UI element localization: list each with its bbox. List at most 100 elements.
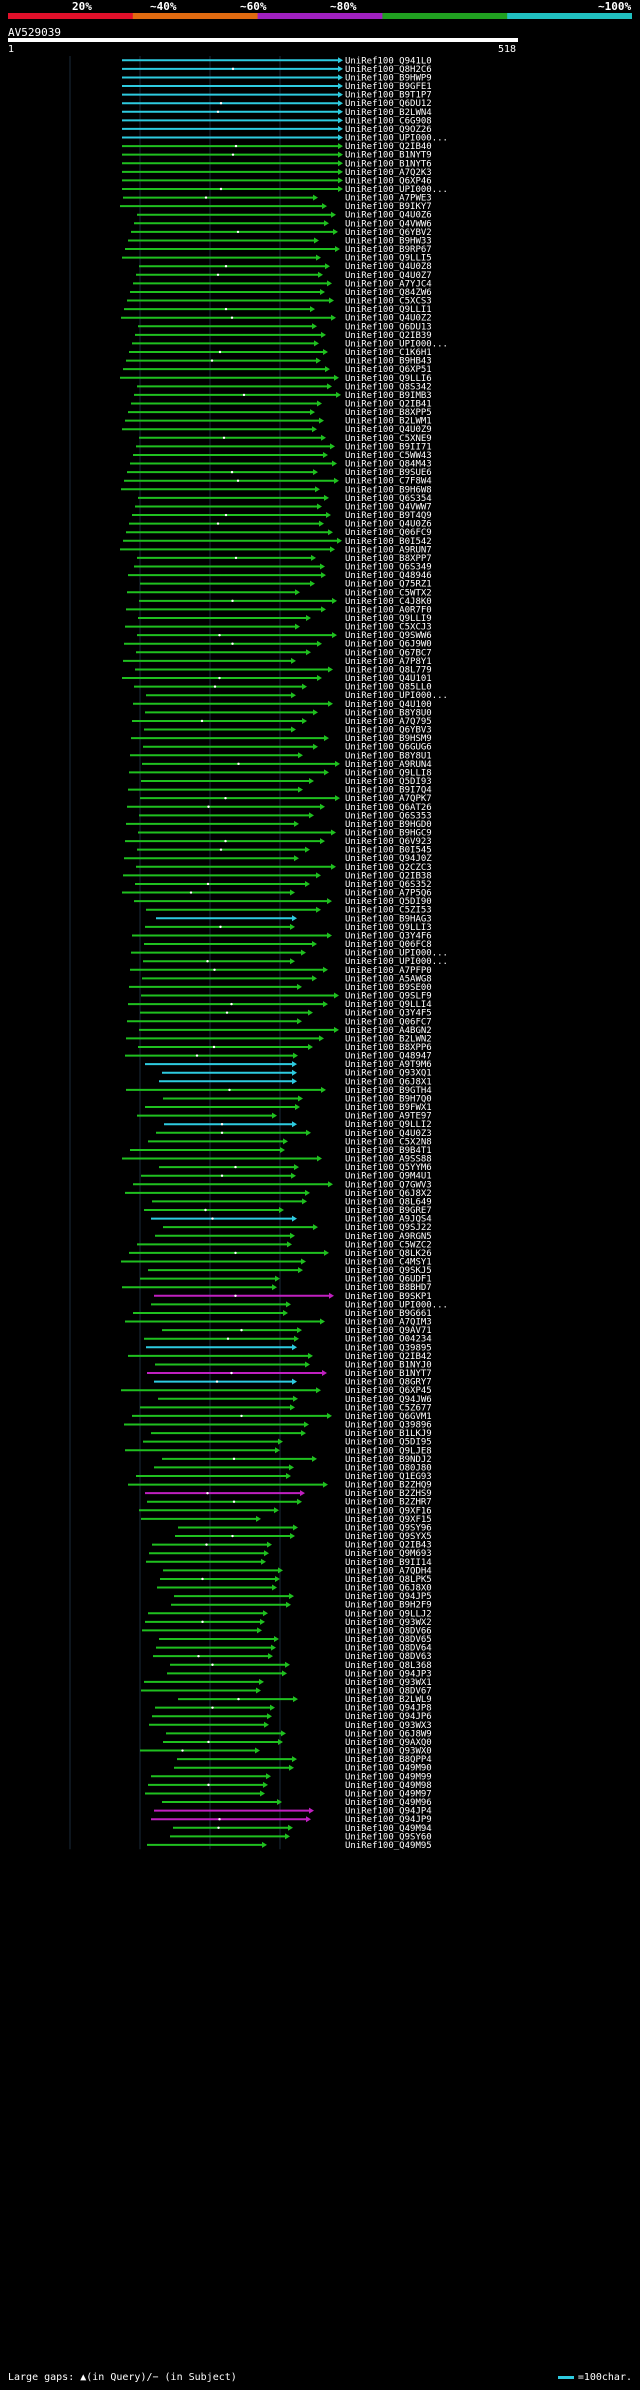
hit-row[interactable]: UniRef100_Q9M4U1 (141, 1172, 432, 1182)
hit-row[interactable]: UniRef100_Q6J9W0 (124, 640, 432, 650)
hit-row[interactable]: UniRef100_Q9SKJ5 (148, 1266, 432, 1276)
hit-row[interactable]: UniRef100_Q84M43 (130, 460, 432, 470)
hit-label[interactable]: UniRef100_B1LKJ9 (345, 1429, 432, 1439)
hit-row[interactable]: UniRef100_Q9LLI6 (120, 374, 432, 384)
hit-label[interactable]: UniRef100_Q4U0Z9 (345, 425, 432, 435)
hit-row[interactable]: UniRef100_Q4U100 (133, 700, 432, 710)
hit-row[interactable]: UniRef100_Q5DI90 (134, 897, 432, 907)
hit-label[interactable]: UniRef100_B2ZHQ9 (345, 1481, 432, 1491)
hit-row[interactable]: UniRef100_B9HAG3 (156, 914, 432, 924)
hit-row[interactable]: UniRef100_C5XNE9 (139, 434, 432, 444)
hit-label[interactable]: UniRef100_Q9LLI6 (345, 374, 432, 384)
hit-label[interactable]: UniRef100_Q941L0 (345, 56, 432, 66)
hit-row[interactable]: UniRef100_Q8L779 (135, 665, 432, 675)
hit-row[interactable]: UniRef100_B2ZHS9 (145, 1489, 432, 1499)
hit-row[interactable]: UniRef100_C5X2N8 (148, 1137, 432, 1147)
hit-label[interactable]: UniRef100_Q9LLI1 (345, 305, 432, 315)
hit-label[interactable]: UniRef100_B1NYT9 (345, 151, 432, 161)
hit-label[interactable]: UniRef100_Q06FC7 (345, 1017, 432, 1027)
hit-label[interactable]: UniRef100_Q9SWW6 (345, 631, 432, 641)
hit-row[interactable]: UniRef100_A7P5Q6 (122, 889, 432, 899)
hit-label[interactable]: UniRef100_C5XCJ3 (345, 623, 432, 633)
hit-label[interactable]: UniRef100_Q8DV63 (345, 1652, 432, 1662)
hit-label[interactable]: UniRef100_A9RUN4 (345, 760, 432, 770)
hit-label[interactable]: UniRef100_B8XPP5 (345, 408, 432, 418)
hit-row[interactable]: UniRef100_Q6S349 (134, 563, 432, 573)
hit-label[interactable]: UniRef100_A7PWE3 (345, 194, 432, 204)
hit-label[interactable]: UniRef100_Q8S342 (345, 382, 432, 392)
hit-label[interactable]: UniRef100_Q93WX0 (345, 1747, 432, 1757)
hit-label[interactable]: UniRef100_A7YJC4 (345, 279, 432, 289)
hit-row[interactable]: UniRef100_B9HW33 (128, 236, 432, 246)
hit-label[interactable]: UniRef100_Q94JP3 (345, 1669, 432, 1679)
hit-row[interactable]: UniRef100_A9RUN4 (142, 760, 432, 770)
hit-label[interactable]: UniRef100_B2LWM1 (345, 417, 432, 427)
hit-label[interactable]: UniRef100_Q4U0Z7 (345, 271, 432, 281)
hit-row[interactable]: UniRef100_Q6S354 (138, 494, 432, 504)
hit-row[interactable]: UniRef100_Q9SY60 (170, 1832, 432, 1842)
hit-row[interactable]: UniRef100_B9II14 (146, 1558, 432, 1568)
hit-label[interactable]: UniRef100_B9G661 (345, 1309, 432, 1319)
hit-label[interactable]: UniRef100_Q8DV67 (345, 1686, 432, 1696)
hit-row[interactable]: UniRef100_Q6S352 (135, 880, 432, 890)
hit-label[interactable]: UniRef100_C5ZI53 (345, 906, 432, 916)
hit-label[interactable]: UniRef100_A7Q795 (345, 717, 432, 727)
hit-label[interactable]: UniRef100_Q9LLI4 (345, 1000, 432, 1010)
hit-row[interactable]: UniRef100_B8XPP5 (128, 408, 432, 418)
hit-label[interactable]: UniRef100_Q06FC9 (345, 528, 432, 538)
hit-label[interactable]: UniRef100_C5WW43 (345, 451, 432, 461)
hit-label[interactable]: UniRef100_Q49M94 (345, 1824, 432, 1834)
hit-row[interactable]: UniRef100_B2ZHQ9 (128, 1481, 432, 1491)
hit-label[interactable]: UniRef100_B9H7Q0 (345, 1094, 432, 1104)
hit-row[interactable]: UniRef100_Q6J8W9 (166, 1729, 432, 1739)
hit-row[interactable]: UniRef100_Q3Y4F6 (132, 931, 432, 941)
hit-row[interactable]: UniRef100_Q2IB41 (131, 399, 432, 409)
hit-row[interactable]: UniRef100_Q6GUG6 (143, 743, 432, 753)
hit-row[interactable]: UniRef100_A7Q2K3 (122, 168, 432, 178)
hit-label[interactable]: UniRef100_Q9SJ22 (345, 1223, 432, 1233)
hit-label[interactable]: UniRef100_Q4VWW7 (345, 502, 432, 512)
hit-row[interactable]: UniRef100_A7PWE3 (123, 194, 432, 204)
hit-label[interactable]: UniRef100_Q6S352 (345, 880, 432, 890)
hit-label[interactable]: UniRef100_Q49M90 (345, 1764, 432, 1774)
hit-label[interactable]: UniRef100_Q9LJE8 (345, 1446, 432, 1456)
hit-row[interactable]: UniRef100_Q48947 (125, 1052, 432, 1062)
hit-label[interactable]: UniRef100_B0I542 (345, 537, 432, 547)
hit-row[interactable]: UniRef100_Q9LLI2 (164, 1120, 432, 1130)
hit-row[interactable]: UniRef100_Q5YYM6 (159, 1163, 432, 1173)
hit-label[interactable]: UniRef100_B9T1P7 (345, 91, 432, 101)
hit-row[interactable]: UniRef100_A7Q795 (132, 717, 432, 727)
hit-label[interactable]: UniRef100_B8BHD7 (345, 1283, 432, 1293)
hit-row[interactable]: UniRef100_Q8DV67 (141, 1686, 432, 1696)
hit-row[interactable]: UniRef100_Q2IB38 (123, 871, 432, 881)
hit-label[interactable]: UniRef100_Q84M43 (345, 460, 432, 470)
hit-label[interactable]: UniRef100_B9II71 (345, 442, 432, 452)
hit-row[interactable]: UniRef100_UPI000... (146, 691, 448, 701)
hit-label[interactable]: UniRef100_Q9LLI8 (345, 768, 432, 778)
hit-row[interactable]: UniRef100_Q4U0Z7 (136, 271, 432, 281)
hit-row[interactable]: UniRef100_Q39895 (146, 1343, 432, 1353)
hit-label[interactable]: UniRef100_UPI000... (345, 949, 448, 959)
hit-row[interactable]: UniRef100_Q1EG93 (136, 1472, 432, 1482)
hit-row[interactable]: UniRef100_Q8L368 (170, 1661, 432, 1671)
hit-row[interactable]: UniRef100_Q75RZ1 (140, 580, 432, 590)
hit-row[interactable]: UniRef100_Q48946 (128, 571, 432, 581)
hit-label[interactable]: UniRef100_Q5DI93 (345, 777, 432, 787)
hit-row[interactable]: UniRef100_A0R7F0 (126, 605, 432, 615)
hit-row[interactable]: UniRef100_Q9AXQ0 (163, 1738, 432, 1748)
hit-row[interactable]: UniRef100_Q93XQ1 (162, 1069, 432, 1079)
hit-label[interactable]: UniRef100_Q39896 (345, 1421, 432, 1431)
hit-row[interactable]: UniRef100_B9SE00 (129, 983, 432, 993)
hit-label[interactable]: UniRef100_B8QPP4 (345, 1755, 432, 1765)
hit-label[interactable]: UniRef100_Q9SY96 (345, 1523, 432, 1533)
hit-row[interactable]: UniRef100_Q9SJ22 (163, 1223, 432, 1233)
hit-label[interactable]: UniRef100_Q6S354 (345, 494, 432, 504)
hit-label[interactable]: UniRef100_B9FWX1 (345, 1103, 432, 1113)
hit-label[interactable]: UniRef100_Q48946 (345, 571, 432, 581)
hit-row[interactable]: UniRef100_Q49M97 (145, 1789, 432, 1799)
hit-row[interactable]: UniRef100_Q9XF15 (141, 1515, 432, 1525)
hit-row[interactable]: UniRef100_Q93WX3 (149, 1721, 432, 1731)
hit-label[interactable]: UniRef100_A0R7F0 (345, 605, 432, 615)
hit-row[interactable]: UniRef100_Q6DU13 (138, 322, 432, 332)
hit-label[interactable]: UniRef100_Q6DU12 (345, 99, 432, 109)
